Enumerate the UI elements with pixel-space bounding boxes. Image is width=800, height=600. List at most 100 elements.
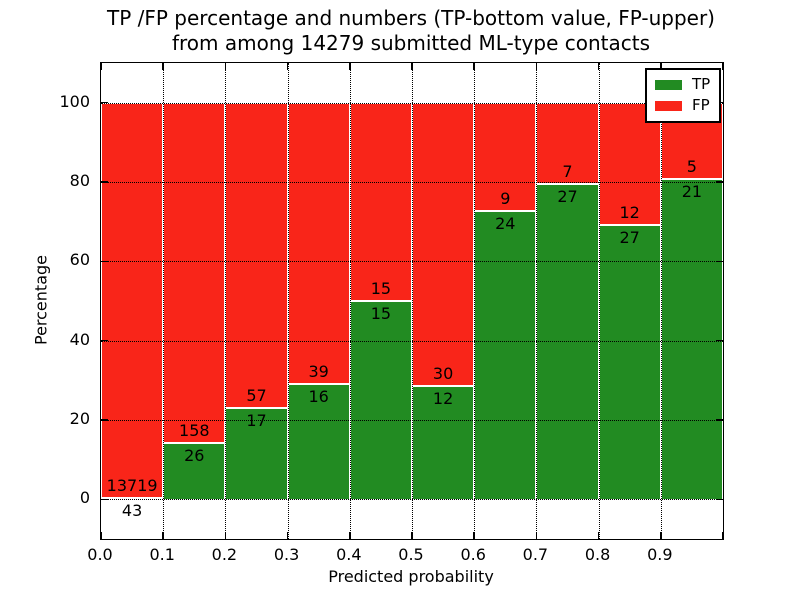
bar-segment-fp-2 — [225, 102, 288, 409]
x-tick-top-4 — [349, 63, 351, 70]
y-tick-left-0 — [101, 498, 108, 501]
bar-label-tp-7: 27 — [557, 187, 578, 207]
x-tick-bottom-0 — [100, 532, 102, 539]
bar-label-fp-9: 5 — [686, 156, 697, 176]
legend-entry-tp: TP — [655, 74, 710, 95]
bar-segment-tp-5 — [412, 386, 475, 500]
bar-segment-tp-7 — [536, 184, 599, 500]
v-gridline-0.3 — [287, 63, 289, 539]
x-tick-bottom-9 — [660, 532, 662, 539]
legend-swatch-tp — [655, 79, 682, 90]
y-tick-right-80 — [716, 181, 723, 183]
bar-label-tp-1: 26 — [184, 446, 205, 466]
y-tick-label-100: 100 — [59, 91, 90, 111]
v-gridline-0.5 — [412, 63, 413, 539]
bar-label-fp-5: 30 — [432, 364, 454, 383]
x-tick-top-3 — [286, 63, 289, 70]
x-tick-label-0.0: 0.0 — [87, 545, 113, 564]
bar-label-fp-1: 158 — [179, 421, 210, 441]
v-gridline-0.1 — [163, 63, 165, 539]
x-tick-top-6 — [473, 63, 475, 70]
bar-segment-fp-6 — [474, 102, 537, 211]
x-tick-bottom-6 — [473, 532, 475, 539]
legend-entry-fp: FP — [655, 95, 710, 116]
bar-segment-fp-0 — [101, 102, 164, 499]
y-tick-label-60: 60 — [69, 250, 90, 270]
x-tick-top-9 — [660, 63, 662, 70]
bar-segment-tp-4 — [349, 301, 412, 500]
chart-title: TP /FP percentage and numbers (TP-bottom… — [100, 6, 722, 56]
bar-label-fp-4: 15 — [370, 279, 392, 298]
bar-label-fp-8: 12 — [619, 202, 640, 222]
bar-label-tp-8: 27 — [619, 227, 640, 247]
chart-title-line1: TP /FP percentage and numbers (TP-bottom… — [107, 6, 715, 30]
x-tick-top-2 — [224, 63, 227, 70]
v-gridline-0.6 — [474, 63, 476, 539]
x-tick-bottom-7 — [535, 532, 538, 539]
v-gridline-0.8 — [598, 63, 600, 539]
bar-segment-fp-4 — [349, 102, 412, 301]
x-tick-bottom-3 — [286, 532, 289, 539]
x-tick-top-1 — [162, 63, 164, 70]
bar-segment-fp-5 — [412, 102, 475, 386]
y-tick-left-40 — [101, 339, 108, 342]
x-tick-bottom-5 — [411, 532, 413, 539]
bar-label-tp-4: 15 — [370, 304, 392, 323]
x-axis-label: Predicted probability — [328, 567, 494, 586]
x-tick-label-0.2: 0.2 — [211, 545, 238, 564]
bar-label-fp-0: 13719 — [106, 476, 158, 496]
bar-segment-tp-3 — [287, 383, 350, 500]
bar-label-tp-2: 17 — [246, 411, 267, 431]
x-tick-label-0.6: 0.6 — [460, 545, 486, 564]
bar-label-fp-2: 57 — [246, 386, 267, 406]
x-tick-bottom-2 — [224, 532, 227, 539]
legend: TP FP — [645, 68, 722, 123]
bar-label-tp-6: 24 — [495, 213, 516, 233]
y-tick-left-100 — [101, 101, 108, 104]
y-tick-right-20 — [716, 419, 723, 421]
x-tick-label-0.9: 0.9 — [647, 545, 673, 564]
bar-segment-fp-7 — [536, 102, 599, 185]
legend-swatch-fp — [655, 100, 682, 111]
x-tick-top-0 — [100, 63, 102, 70]
bar-segment-fp-1 — [163, 102, 226, 444]
x-tick-bottom-8 — [597, 532, 600, 539]
y-tick-right-40 — [716, 339, 723, 342]
x-tick-top-7 — [535, 63, 538, 70]
bar-segment-tp-9 — [660, 178, 723, 500]
bar-label-fp-7: 7 — [562, 162, 573, 182]
y-tick-label-40: 40 — [69, 329, 90, 349]
x-tick-label-0.3: 0.3 — [273, 545, 300, 564]
x-tick-label-0.7: 0.7 — [522, 545, 549, 564]
x-tick-bottom-4 — [349, 532, 351, 539]
plot-area: 13719 43 158 26 57 17 39 16 15 15 30 12 9 24 7 27 12 27 5 2… — [100, 62, 724, 540]
chart-title-line2: from among 14279 submitted ML-type conta… — [171, 31, 651, 55]
bar-label-fp-6: 9 — [500, 188, 511, 208]
bar-label-tp-3: 16 — [308, 386, 329, 406]
y-tick-right-60 — [716, 260, 723, 263]
x-tick-bottom-1 — [162, 532, 164, 539]
bar-segment-fp-3 — [287, 102, 350, 384]
bar-segment-tp-1 — [163, 443, 226, 500]
bar-label-fp-3: 39 — [308, 361, 329, 381]
y-tick-left-20 — [101, 419, 108, 421]
legend-label-fp: FP — [692, 96, 710, 114]
x-tick-top-5 — [411, 63, 413, 70]
x-tick-bottom-10 — [722, 532, 724, 539]
legend-label-tp: TP — [692, 75, 711, 93]
bar-label-tp-0: 43 — [121, 501, 143, 521]
y-tick-label-80: 80 — [69, 171, 90, 190]
x-tick-label-0.4: 0.4 — [336, 545, 362, 564]
v-gridline-0.7 — [536, 63, 538, 539]
y-tick-left-80 — [101, 181, 108, 183]
v-gridline-0.9 — [660, 63, 662, 539]
x-tick-top-10 — [722, 63, 724, 70]
x-tick-label-0.5: 0.5 — [398, 545, 424, 564]
bar-label-tp-5: 12 — [432, 389, 454, 408]
bar-segment-tp-8 — [598, 224, 661, 500]
y-tick-label-20: 20 — [69, 409, 90, 428]
y-tick-left-60 — [101, 260, 108, 263]
v-gridline-0.4 — [349, 63, 351, 539]
bar-segment-tp-6 — [474, 210, 537, 500]
